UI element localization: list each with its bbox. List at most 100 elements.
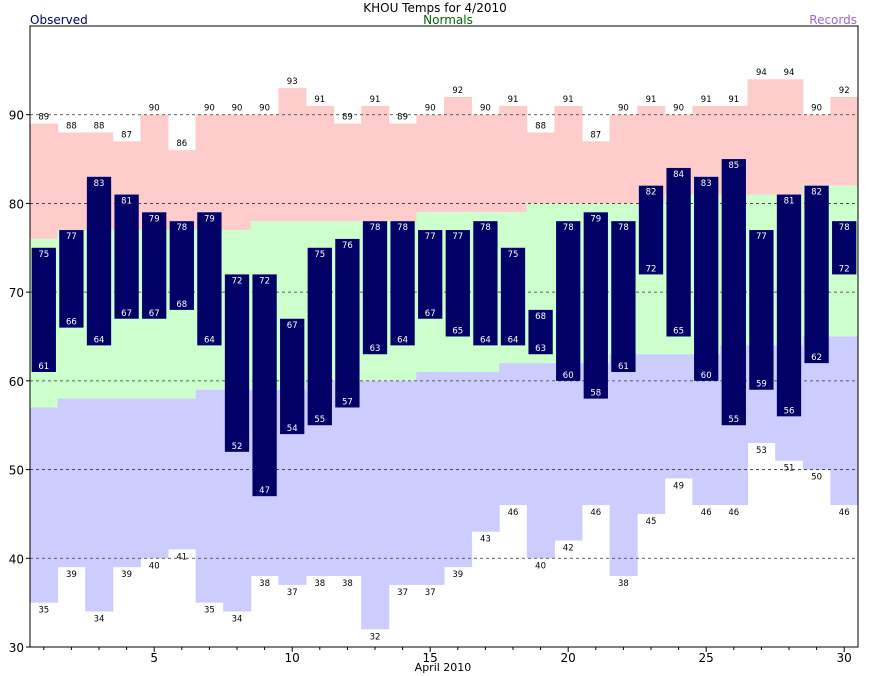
record-high-band xyxy=(57,132,86,231)
observed-bar xyxy=(611,221,636,372)
observed-bar xyxy=(197,212,222,346)
record-high-label: 91 xyxy=(370,95,381,105)
observed-bar xyxy=(556,221,581,381)
record-low-band xyxy=(637,354,666,514)
record-high-band xyxy=(361,105,390,222)
y-tick-label: 80 xyxy=(9,197,24,211)
record-low-label: 51 xyxy=(784,464,795,474)
record-high-band xyxy=(526,132,555,204)
record-high-label: 89 xyxy=(342,113,353,123)
x-tick-label: 10 xyxy=(285,651,300,665)
record-low-label: 46 xyxy=(701,508,712,518)
x-tick-label: 5 xyxy=(150,651,158,665)
record-low-label: 38 xyxy=(314,579,325,589)
observed-low-label: 63 xyxy=(370,344,381,354)
record-high-band xyxy=(830,96,859,186)
observed-high-label: 75 xyxy=(508,250,519,260)
y-tick-label: 40 xyxy=(9,552,24,566)
observed-low-label: 55 xyxy=(314,415,325,425)
x-tick-label: 30 xyxy=(837,651,852,665)
observed-high-label: 78 xyxy=(370,223,381,233)
observed-bar xyxy=(224,274,250,452)
record-low-band xyxy=(112,398,141,568)
record-low-label: 41 xyxy=(176,552,187,562)
observed-bar xyxy=(473,221,498,346)
y-tick-label: 70 xyxy=(9,286,24,300)
observed-high-label: 83 xyxy=(701,179,712,189)
record-low-label: 43 xyxy=(480,535,491,545)
observed-low-label: 72 xyxy=(646,264,657,274)
record-high-label: 89 xyxy=(397,113,408,123)
observed-low-label: 61 xyxy=(618,362,629,372)
observed-bar xyxy=(335,238,360,408)
record-low-label: 53 xyxy=(756,446,767,456)
observed-low-label: 52 xyxy=(232,442,243,452)
record-high-label: 90 xyxy=(204,104,215,114)
observed-bar xyxy=(169,221,194,310)
record-low-label: 38 xyxy=(342,579,353,589)
observed-high-label: 78 xyxy=(176,223,187,233)
observed-bar xyxy=(362,221,388,355)
observed-bar xyxy=(583,212,608,399)
record-low-label: 34 xyxy=(232,615,243,625)
observed-high-label: 78 xyxy=(839,223,850,233)
observed-bar xyxy=(528,309,553,355)
observed-low-label: 66 xyxy=(66,318,77,328)
observed-high-label: 77 xyxy=(452,232,463,242)
record-low-label: 42 xyxy=(563,544,574,554)
observed-bar xyxy=(280,318,305,435)
record-high-label: 90 xyxy=(673,104,684,114)
observed-high-label: 81 xyxy=(784,197,795,207)
legend-normals: Normals xyxy=(423,13,473,27)
record-high-band xyxy=(802,114,831,186)
record-high-label: 91 xyxy=(646,95,657,105)
record-low-label: 49 xyxy=(673,481,684,491)
record-high-label: 90 xyxy=(425,104,436,114)
observed-low-label: 72 xyxy=(839,264,850,274)
observed-low-label: 67 xyxy=(149,309,160,319)
observed-high-label: 77 xyxy=(66,232,77,242)
record-low-label: 45 xyxy=(646,517,657,527)
legend-observed: Observed xyxy=(30,13,88,27)
record-low-label: 40 xyxy=(535,561,546,571)
record-high-label: 91 xyxy=(728,95,739,105)
observed-bar xyxy=(307,247,332,426)
observed-low-label: 60 xyxy=(563,371,574,381)
record-high-label: 93 xyxy=(287,77,298,87)
chart-title: KHOU Temps for 4/2010 xyxy=(363,1,507,15)
record-high-label: 91 xyxy=(508,95,519,105)
observed-low-label: 65 xyxy=(673,327,684,337)
record-high-label: 88 xyxy=(66,121,77,131)
observed-low-label: 61 xyxy=(38,362,49,372)
observed-low-label: 64 xyxy=(397,335,408,345)
record-high-band xyxy=(416,114,445,213)
observed-low-label: 47 xyxy=(259,486,270,496)
observed-high-label: 83 xyxy=(94,179,105,189)
y-tick-label: 60 xyxy=(9,375,24,389)
observed-bar xyxy=(804,185,829,364)
record-high-label: 90 xyxy=(232,104,243,114)
observed-bar xyxy=(142,212,167,319)
observed-bar xyxy=(749,230,774,390)
observed-bar xyxy=(694,176,719,381)
observed-bar xyxy=(114,194,139,319)
plot-frame xyxy=(29,25,859,648)
observed-high-label: 78 xyxy=(397,223,408,233)
record-high-label: 87 xyxy=(121,130,132,140)
x-axis-label: April 2010 xyxy=(415,661,472,674)
observed-high-label: 84 xyxy=(673,170,684,180)
observed-low-label: 62 xyxy=(811,353,822,363)
legend-records: Records xyxy=(809,13,857,27)
observed-high-label: 79 xyxy=(204,214,215,224)
observed-low-label: 67 xyxy=(121,309,132,319)
observed-high-label: 79 xyxy=(590,214,601,224)
record-high-band xyxy=(278,88,307,222)
record-high-label: 90 xyxy=(149,104,160,114)
observed-high-label: 82 xyxy=(646,188,657,198)
observed-bar xyxy=(418,230,443,319)
record-high-label: 91 xyxy=(563,95,574,105)
record-low-label: 40 xyxy=(149,561,160,571)
record-low-band xyxy=(830,336,859,506)
record-high-band xyxy=(223,114,252,231)
